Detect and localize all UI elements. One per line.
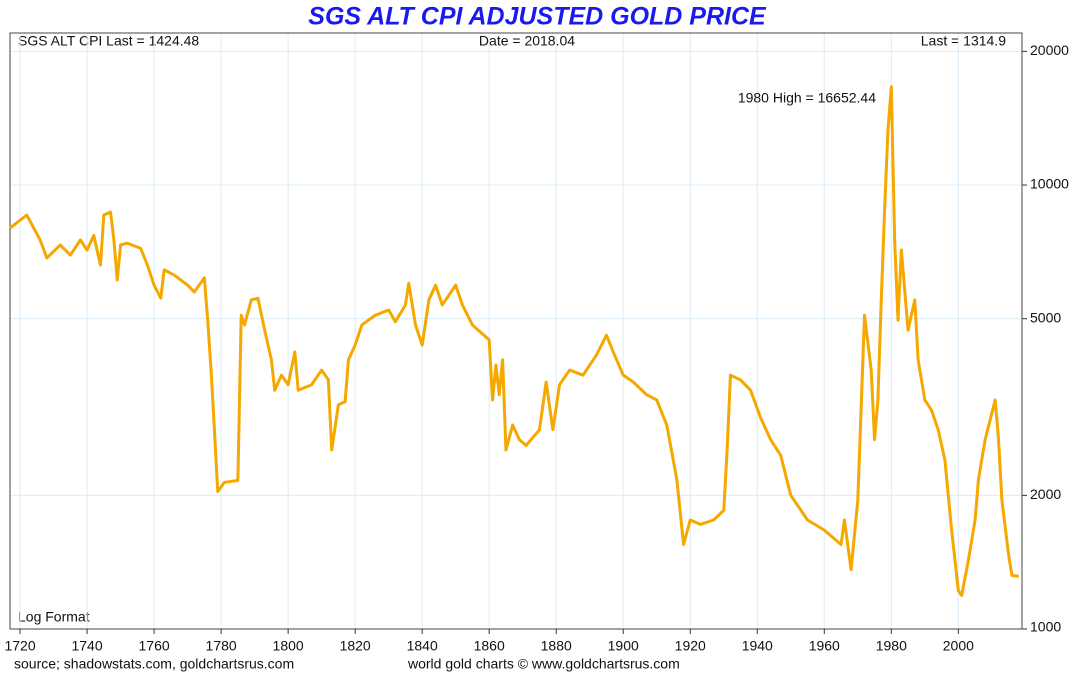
- x-tick-label: 1920: [675, 638, 706, 654]
- y-tick-label: 2000: [1030, 486, 1061, 502]
- chart-title: SGS ALT CPI ADJUSTED GOLD PRICE: [308, 3, 767, 31]
- x-tick-label: 1900: [608, 638, 639, 654]
- x-tick-label: 1760: [139, 638, 170, 654]
- x-tick-label: 1840: [407, 638, 438, 654]
- x-tick-label: 1720: [4, 638, 35, 654]
- plot-frame: [9, 32, 1023, 630]
- x-tick-label: 1880: [541, 638, 572, 654]
- y-tick-label: 1000: [1030, 619, 1061, 635]
- x-tick-label: 1960: [809, 638, 840, 654]
- x-tick-label: 1820: [340, 638, 371, 654]
- header-center: Date = 2018.04: [479, 33, 575, 49]
- y-tick-label: 10000: [1030, 176, 1069, 192]
- footer-credit: world gold charts © www.goldchartsrus.co…: [407, 656, 680, 672]
- y-tick-label: 20000: [1030, 42, 1069, 58]
- x-tick-label: 1800: [273, 638, 304, 654]
- x-tick-label: 1740: [71, 638, 102, 654]
- x-tick-label: 1780: [206, 638, 237, 654]
- high-annotation: 1980 High = 16652.44: [738, 90, 876, 106]
- footer-source: source; shadowstats.com, goldchartsrus.c…: [14, 656, 294, 672]
- price-line: [9, 85, 1019, 597]
- x-tick-label: 1980: [876, 638, 907, 654]
- x-tick-label: 1860: [474, 638, 505, 654]
- log-format-note: Log Format: [18, 609, 90, 625]
- header-right: Last = 1314.9: [921, 33, 1006, 49]
- header-left: SGS ALT CPI Last = 1424.48: [18, 33, 199, 49]
- x-tick-label: 1940: [742, 638, 773, 654]
- y-tick-label: 5000: [1030, 309, 1061, 325]
- x-tick-label: 2000: [943, 638, 974, 654]
